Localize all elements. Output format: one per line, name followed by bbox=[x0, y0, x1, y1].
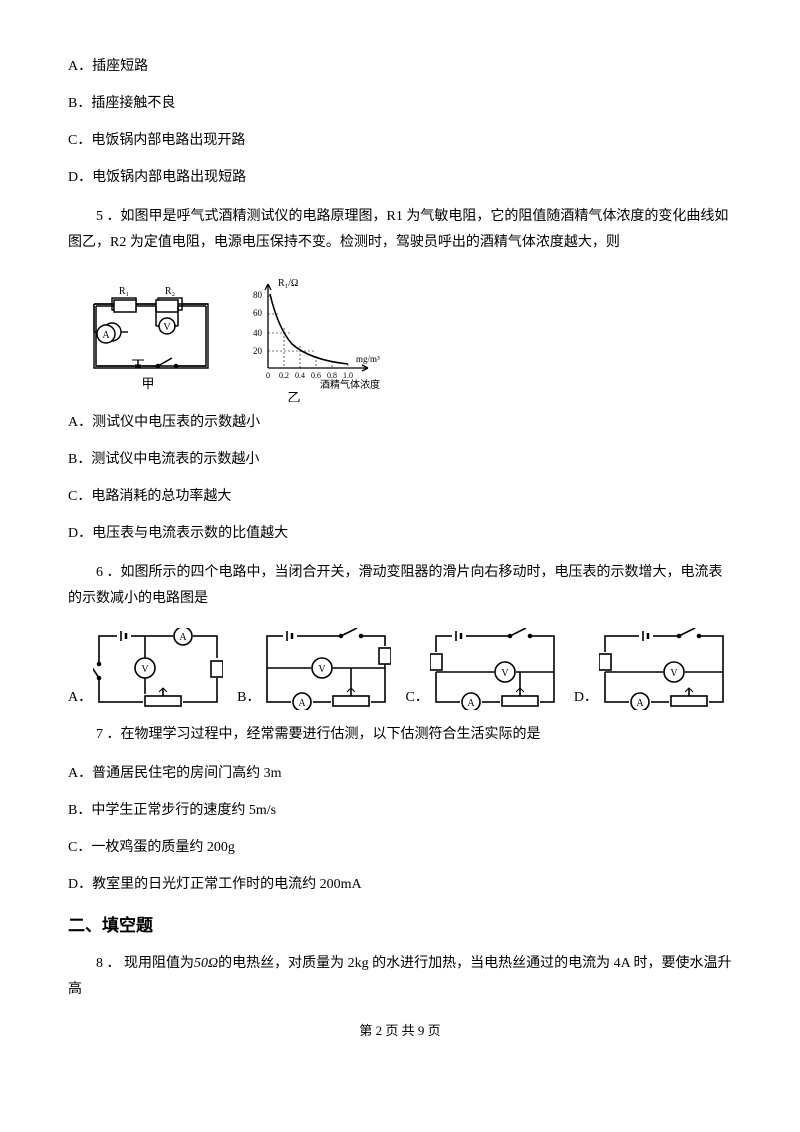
q8-r-value: 50Ω bbox=[194, 956, 218, 971]
q8-stem: 8 ． 现用阻值为50Ω的电热丝，对质量为 2kg 的水进行加热，当电热丝通过的… bbox=[68, 951, 732, 1003]
svg-text:20: 20 bbox=[253, 346, 263, 356]
svg-text:酒精气体浓度: 酒精气体浓度 bbox=[320, 378, 380, 391]
q4-option-d: D．电饭锅内部电路出现短路 bbox=[68, 167, 732, 188]
svg-text:0.6: 0.6 bbox=[311, 371, 321, 380]
q4-option-c: C．电饭锅内部电路出现开路 bbox=[68, 130, 732, 151]
svg-text:40: 40 bbox=[253, 328, 263, 338]
q6-label-a: A． bbox=[68, 687, 92, 708]
svg-text:甲: 甲 bbox=[141, 376, 154, 391]
q6-stem: 6 ．如图所示的四个电路中，当闭合开关，滑动变阻器的滑片向右移动时，电压表的示数… bbox=[68, 560, 732, 612]
q7-option-c: C．一枚鸡蛋的质量约 200g bbox=[68, 837, 732, 858]
svg-text:A: A bbox=[467, 698, 475, 709]
svg-text:1.0: 1.0 bbox=[343, 371, 353, 380]
q6-circuit-d: V A bbox=[599, 628, 729, 710]
svg-text:A: A bbox=[299, 698, 307, 709]
q8-prefix: 8 ． 现用阻值为 bbox=[96, 956, 194, 971]
svg-text:0.8: 0.8 bbox=[327, 371, 337, 380]
q5-option-b: B．测试仪中电流表的示数越小 bbox=[68, 449, 732, 470]
q5-option-d: D．电压表与电流表示数的比值越大 bbox=[68, 523, 732, 544]
svg-text:80: 80 bbox=[253, 290, 263, 300]
section2-title: 二、填空题 bbox=[68, 913, 732, 939]
svg-text:乙: 乙 bbox=[287, 390, 300, 402]
q6-circuit-row: A． A V bbox=[68, 628, 732, 710]
svg-text:0.2: 0.2 bbox=[279, 371, 289, 380]
svg-text:R₁/Ω: R₁/Ω bbox=[278, 278, 298, 289]
svg-text:0.4: 0.4 bbox=[295, 371, 305, 380]
page-footer: 第 2 页 共 9 页 bbox=[68, 1021, 732, 1041]
svg-text:V: V bbox=[163, 322, 171, 333]
q6-circuit-b: V A bbox=[261, 628, 391, 710]
q6-label-c: C． bbox=[405, 687, 428, 708]
q6-label-b: B． bbox=[237, 687, 260, 708]
q7-option-b: B．中学生正常步行的速度约 5m/s bbox=[68, 800, 732, 821]
svg-text:V: V bbox=[501, 668, 509, 679]
svg-text:60: 60 bbox=[253, 308, 263, 318]
svg-text:R₁: R₁ bbox=[119, 286, 129, 297]
svg-text:R₂: R₂ bbox=[165, 286, 175, 297]
svg-text:V: V bbox=[319, 664, 327, 675]
svg-text:A: A bbox=[180, 632, 188, 643]
q5-option-a: A．测试仪中电压表的示数越小 bbox=[68, 412, 732, 433]
q4-option-b: B．插座接触不良 bbox=[68, 93, 732, 114]
svg-text:A: A bbox=[102, 330, 110, 341]
svg-text:0: 0 bbox=[266, 371, 270, 380]
q7-option-d: D．教室里的日光灯正常工作时的电流约 200mA bbox=[68, 874, 732, 895]
q6-circuit-a: A V bbox=[93, 628, 223, 710]
q6-label-d: D． bbox=[574, 687, 598, 708]
q5-option-c: C．电路消耗的总功率越大 bbox=[68, 486, 732, 507]
q7-stem: 7 ．在物理学习过程中，经常需要进行估测，以下估测符合生活实际的是 bbox=[68, 722, 732, 748]
q5-figure: R₁ R₂ A A V bbox=[88, 272, 732, 402]
q7-option-a: A．普通居民住宅的房间门高约 3m bbox=[68, 763, 732, 784]
svg-text:A: A bbox=[636, 698, 644, 709]
q6-circuit-c: V A bbox=[430, 628, 560, 710]
svg-text:V: V bbox=[142, 664, 150, 675]
q4-option-a: A．插座短路 bbox=[68, 56, 732, 77]
svg-text:mg/m³: mg/m³ bbox=[356, 354, 380, 364]
svg-text:V: V bbox=[670, 668, 678, 679]
q5-stem: 5 ．如图甲是呼气式酒精测试仪的电路原理图，R1 为气敏电阻，它的阻值随酒精气体… bbox=[68, 204, 732, 256]
